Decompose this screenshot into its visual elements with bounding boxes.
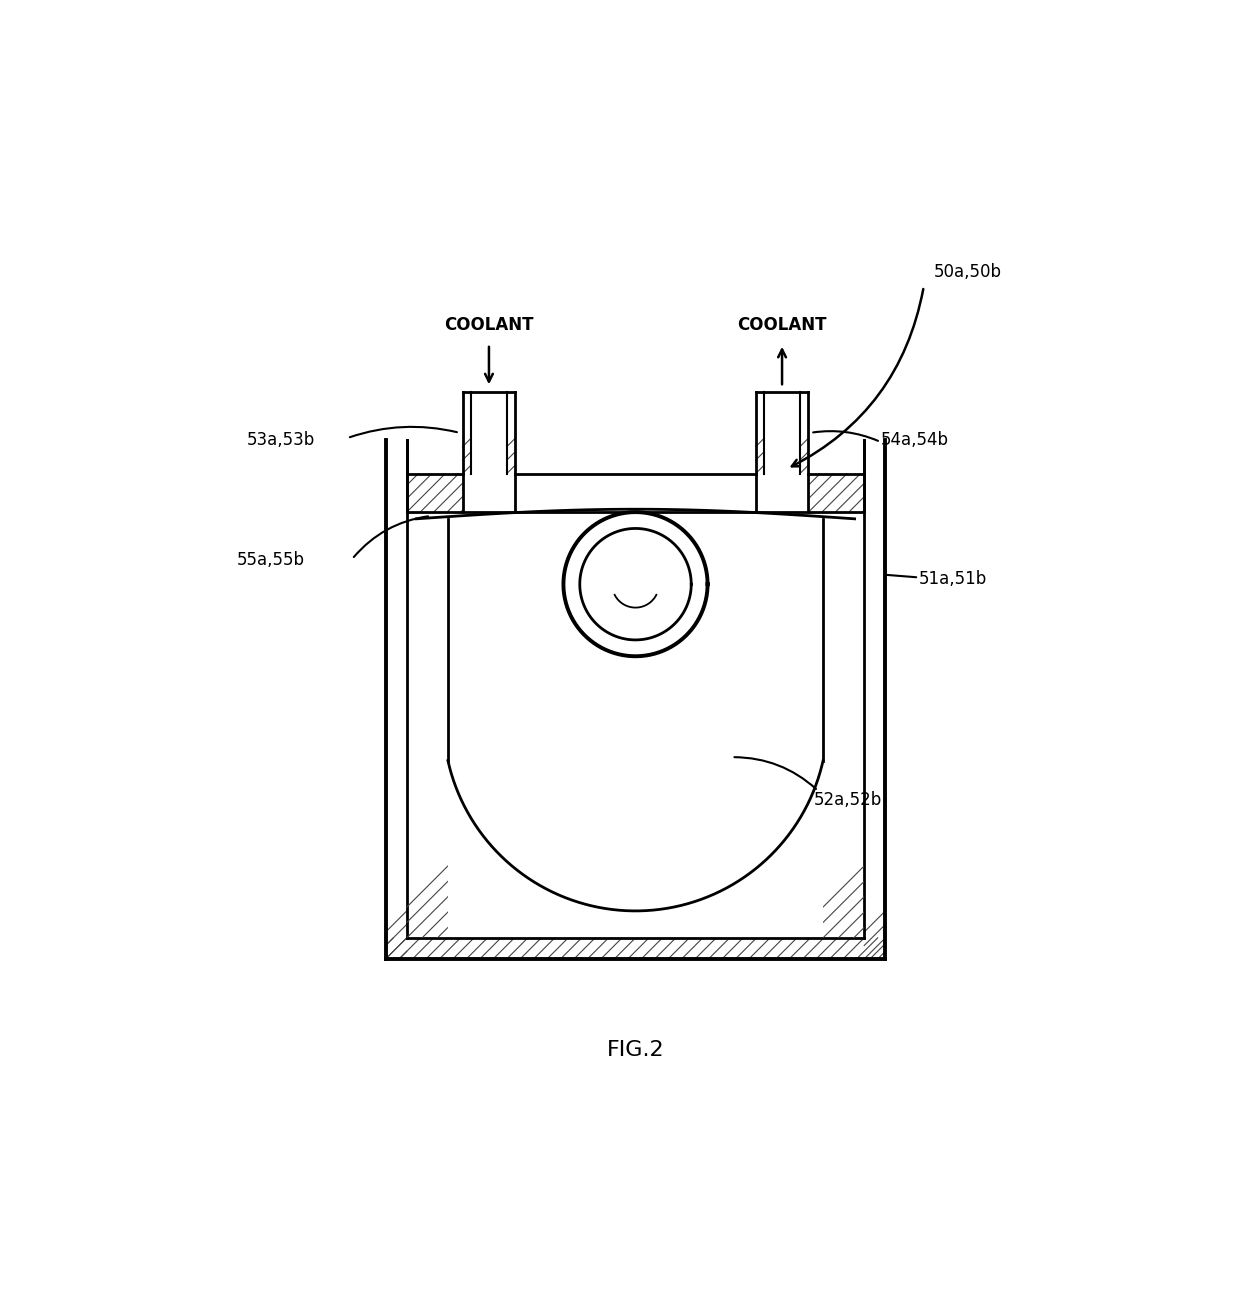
Bar (471, 392, 507, 473)
Bar (764, 392, 800, 473)
Text: 53a,53b: 53a,53b (247, 431, 315, 449)
Text: COOLANT: COOLANT (444, 316, 533, 334)
Text: 50a,50b: 50a,50b (934, 263, 1002, 281)
Text: 54a,54b: 54a,54b (880, 431, 949, 449)
Bar (407, 440, 864, 938)
Bar (516, 473, 755, 512)
Text: 55a,55b: 55a,55b (237, 551, 305, 569)
Text: 52a,52b: 52a,52b (813, 791, 882, 809)
Text: 51a,51b: 51a,51b (919, 570, 987, 588)
Bar (407, 512, 864, 938)
Text: COOLANT: COOLANT (738, 316, 827, 334)
Text: FIG.2: FIG.2 (606, 1040, 665, 1060)
